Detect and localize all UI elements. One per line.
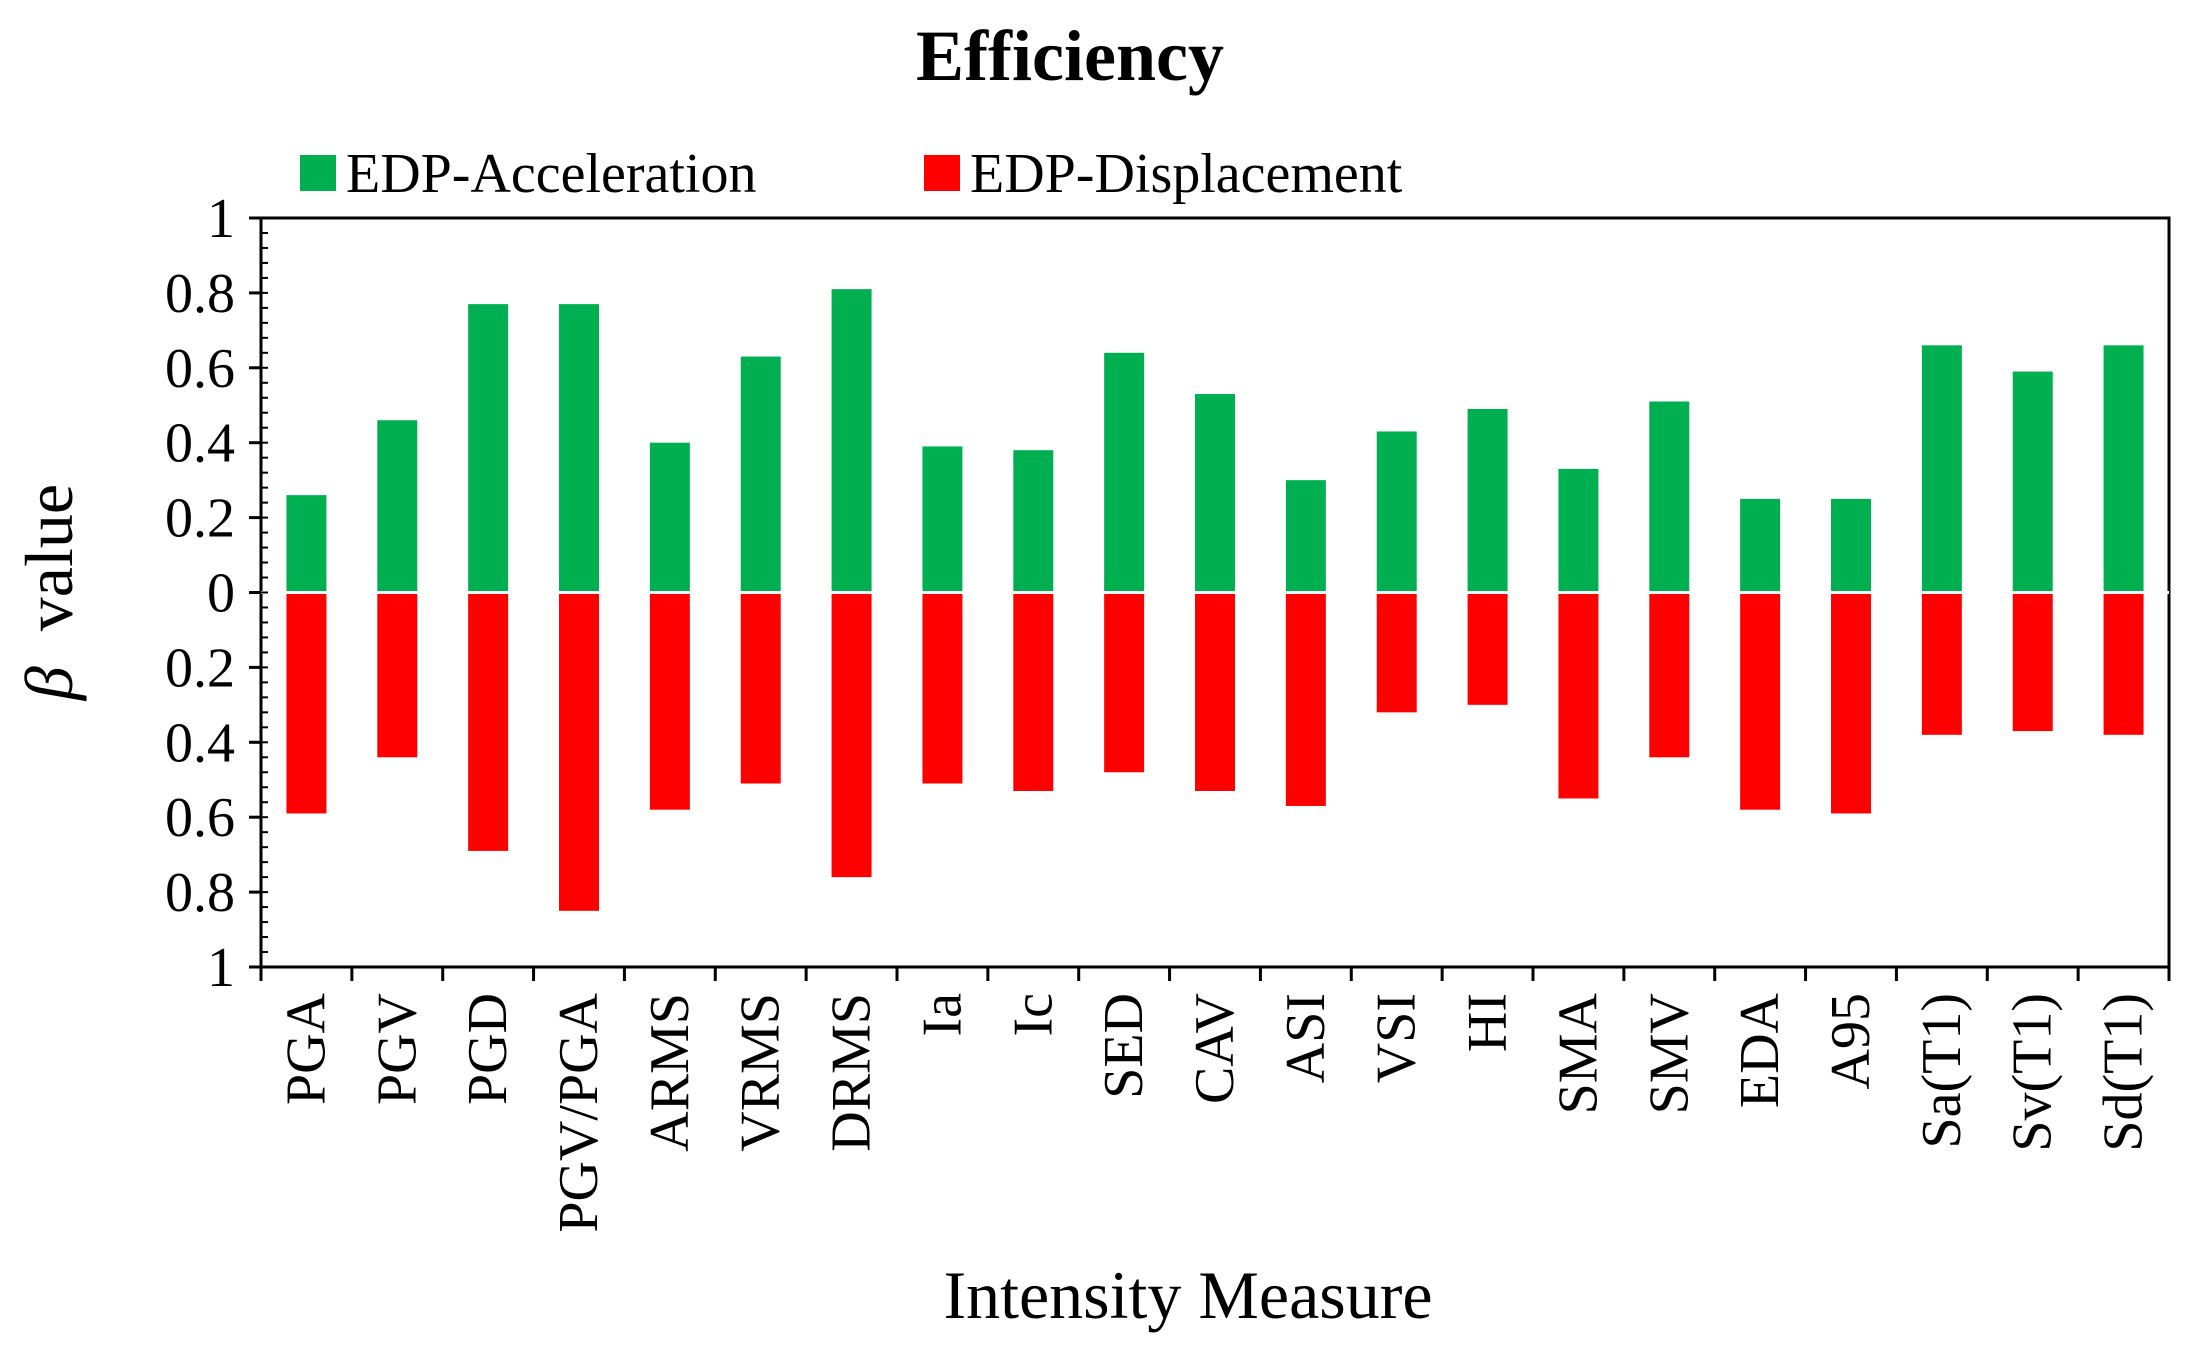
y-tick-label: 0	[207, 563, 235, 625]
x-category-label-pgv: PGV	[366, 993, 428, 1105]
bar-edp-acceleration-pgv	[377, 420, 418, 593]
bar-edp-acceleration-pgd	[468, 304, 509, 593]
y-tick-label: 0.2	[165, 637, 235, 699]
bar-edp-acceleration-pga	[286, 495, 327, 593]
y-axis-title: β value	[11, 484, 87, 702]
x-category-label-arms: ARMS	[639, 993, 701, 1152]
bar-edp-acceleration-pgv-pga	[559, 304, 599, 593]
x-axis-title: Intensity Measure	[943, 1257, 1432, 1333]
bar-edp-displacement-asi	[1285, 592, 1326, 806]
y-tick-label: 0.8	[165, 862, 235, 924]
y-tick-label: 0.4	[165, 712, 235, 774]
x-category-label-pga: PGA	[275, 992, 337, 1105]
x-category-label-asi: ASI	[1275, 993, 1337, 1083]
bar-edp-displacement-sma	[1558, 592, 1599, 799]
x-category-label-a95: A95	[1820, 993, 1882, 1089]
bar-edp-displacement-sed	[1104, 592, 1145, 773]
legend-swatch-acceleration	[300, 155, 336, 191]
bar-edp-displacement-eda	[1740, 592, 1781, 810]
legend-swatch-displacement	[924, 155, 960, 191]
bar-edp-acceleration-eda	[1740, 498, 1781, 593]
x-category-label-cav: CAV	[1184, 993, 1246, 1104]
bar-edp-displacement-drms	[831, 592, 872, 878]
bar-edp-acceleration-ic	[1013, 450, 1054, 593]
x-axis-category-labels: PGA PGV PGD PGV/PGA ARMS VRMS DRMS Ia Ic SED CAV AS…	[275, 992, 2154, 1232]
bar-edp-acceleration-hi	[1467, 409, 1508, 593]
bar-edp-displacement-pga	[286, 592, 327, 814]
bar-edp-acceleration-asi	[1285, 480, 1326, 593]
y-tick-label: 1	[207, 188, 235, 250]
y-tick-label: 0.4	[165, 413, 235, 475]
bar-edp-displacement-ia	[922, 592, 963, 784]
x-category-label-sed: SED	[1093, 993, 1155, 1099]
bar-edp-acceleration-cav	[1195, 394, 1235, 593]
x-category-label-sa-t1: Sa(T1)	[1911, 993, 1973, 1149]
bar-edp-displacement-pgd	[468, 592, 509, 851]
bar-edp-acceleration-sma	[1558, 468, 1599, 593]
legend-label-displacement: EDP-Displacement	[970, 143, 1403, 205]
bar-edp-displacement-sa-t1	[1921, 592, 1962, 735]
bar-edp-acceleration-a95	[1831, 498, 1871, 593]
bar-edp-acceleration-vrms	[740, 356, 781, 593]
x-category-label-sma: SMA	[1547, 992, 1609, 1114]
chart-title: Efficiency	[916, 16, 1224, 96]
bar-edp-displacement-pgv-pga	[559, 592, 599, 911]
bar-edp-displacement-vrms	[740, 592, 781, 784]
x-category-label-pgd: PGD	[457, 993, 519, 1105]
x-category-label-ia: Ia	[911, 993, 973, 1037]
bar-edp-displacement-a95	[1831, 592, 1871, 814]
y-tick-label: 1	[207, 937, 235, 999]
bars	[286, 289, 2144, 911]
bar-edp-acceleration-sa-t1	[1921, 345, 1962, 593]
x-category-label-smv: SMV	[1638, 993, 1700, 1114]
bar-edp-displacement-vsi	[1376, 592, 1417, 713]
bar-edp-acceleration-ia	[922, 446, 963, 593]
bar-edp-acceleration-arms	[649, 442, 690, 593]
x-category-label-vsi: VSI	[1366, 993, 1428, 1083]
x-category-label-sd-t1: Sd(T1)	[2093, 993, 2155, 1152]
y-tick-label: 0.6	[165, 338, 235, 400]
bar-edp-acceleration-vsi	[1376, 431, 1417, 593]
bar-edp-displacement-sd-t1	[2103, 592, 2144, 735]
y-axis-title-text: value	[11, 484, 87, 631]
bar-edp-displacement-cav	[1195, 592, 1235, 791]
x-category-label-drms: DRMS	[821, 993, 883, 1152]
bar-edp-displacement-pgv	[377, 592, 418, 758]
x-category-label-eda: EDA	[1729, 992, 1791, 1108]
bar-edp-acceleration-sed	[1104, 352, 1145, 593]
y-tick-label: 0.8	[165, 263, 235, 325]
x-category-label-pgv-pga: PGV/PGA	[548, 992, 610, 1232]
bar-edp-acceleration-smv	[1649, 401, 1690, 593]
x-category-label-vrms: VRMS	[730, 993, 792, 1152]
bar-edp-acceleration-sv-t1	[2012, 371, 2053, 593]
bar-edp-displacement-hi	[1467, 592, 1508, 705]
y-axis-tick-labels: 1 0.8 0.6 0.4 0.2 0 0.2 0.4 0.6 0.8 1	[165, 188, 235, 999]
bar-edp-acceleration-drms	[831, 289, 872, 593]
bar-edp-displacement-ic	[1013, 592, 1054, 791]
y-axis-title-symbol: β	[11, 666, 87, 702]
bar-edp-displacement-sv-t1	[2012, 592, 2053, 732]
bar-edp-displacement-arms	[649, 592, 690, 810]
y-tick-label: 0.2	[165, 488, 235, 550]
bar-edp-displacement-smv	[1649, 592, 1690, 758]
axis-ticks	[249, 216, 2171, 981]
y-tick-label: 0.6	[165, 787, 235, 849]
x-category-label-hi: HI	[1457, 993, 1519, 1052]
x-category-label-sv-t1: Sv(T1)	[2002, 993, 2064, 1152]
legend-label-acceleration: EDP-Acceleration	[346, 143, 756, 205]
bar-edp-acceleration-sd-t1	[2103, 345, 2144, 593]
legend: EDP-Acceleration EDP-Displacement	[300, 143, 1403, 205]
x-category-label-ic: Ic	[1002, 993, 1064, 1037]
